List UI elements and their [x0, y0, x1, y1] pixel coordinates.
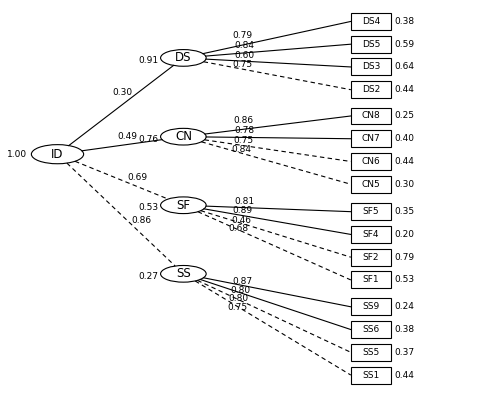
- Text: 0.76: 0.76: [138, 135, 158, 144]
- Text: SS1: SS1: [362, 371, 380, 380]
- Text: 0.89: 0.89: [233, 206, 253, 215]
- FancyBboxPatch shape: [351, 176, 391, 193]
- Text: 0.40: 0.40: [394, 134, 414, 143]
- Text: 0.86: 0.86: [234, 116, 254, 125]
- Text: DS2: DS2: [362, 85, 380, 94]
- Text: 0.25: 0.25: [394, 112, 414, 121]
- Text: SF2: SF2: [363, 253, 380, 262]
- Text: 0.75: 0.75: [227, 303, 248, 312]
- FancyBboxPatch shape: [351, 321, 391, 338]
- FancyBboxPatch shape: [351, 249, 391, 266]
- Text: CN8: CN8: [362, 112, 380, 121]
- Text: 0.69: 0.69: [128, 173, 148, 182]
- Text: 0.37: 0.37: [394, 348, 414, 357]
- Text: 0.44: 0.44: [394, 85, 414, 94]
- Text: 0.87: 0.87: [232, 277, 252, 286]
- Text: 0.35: 0.35: [394, 207, 414, 216]
- Text: 0.75: 0.75: [233, 136, 254, 145]
- FancyBboxPatch shape: [351, 130, 391, 147]
- FancyBboxPatch shape: [351, 203, 391, 220]
- Text: 1.00: 1.00: [6, 150, 26, 159]
- FancyBboxPatch shape: [351, 108, 391, 125]
- Text: 0.60: 0.60: [234, 51, 254, 59]
- Text: 0.30: 0.30: [112, 88, 132, 97]
- Text: 0.30: 0.30: [394, 180, 414, 189]
- Text: SF5: SF5: [362, 207, 380, 216]
- Text: 0.86: 0.86: [132, 217, 152, 226]
- Text: 0.79: 0.79: [394, 253, 414, 262]
- Text: 0.75: 0.75: [232, 60, 253, 69]
- Text: SF: SF: [176, 199, 190, 212]
- Text: CN6: CN6: [362, 157, 380, 166]
- FancyBboxPatch shape: [351, 81, 391, 98]
- FancyBboxPatch shape: [351, 59, 391, 75]
- Text: SS6: SS6: [362, 325, 380, 334]
- Text: 0.49: 0.49: [118, 132, 138, 141]
- Text: DS3: DS3: [362, 62, 380, 72]
- Text: 0.27: 0.27: [138, 272, 158, 281]
- Text: 0.81: 0.81: [234, 197, 254, 206]
- FancyBboxPatch shape: [351, 298, 391, 315]
- Text: 0.44: 0.44: [394, 371, 414, 380]
- Text: 0.64: 0.64: [394, 62, 414, 72]
- Text: ID: ID: [52, 148, 64, 161]
- Text: 0.80: 0.80: [230, 286, 250, 295]
- Text: 0.68: 0.68: [229, 224, 249, 233]
- Text: DS5: DS5: [362, 40, 380, 49]
- Text: SS9: SS9: [362, 302, 380, 311]
- FancyBboxPatch shape: [351, 272, 391, 288]
- Text: 0.84: 0.84: [234, 40, 254, 50]
- Text: 0.38: 0.38: [394, 325, 414, 334]
- Text: 0.59: 0.59: [394, 40, 414, 49]
- FancyBboxPatch shape: [351, 13, 391, 30]
- Text: 0.91: 0.91: [138, 56, 158, 65]
- Text: 0.79: 0.79: [232, 31, 252, 40]
- Text: 0.78: 0.78: [234, 126, 255, 135]
- FancyBboxPatch shape: [351, 226, 391, 243]
- Text: 0.46: 0.46: [231, 216, 251, 225]
- FancyBboxPatch shape: [351, 36, 391, 53]
- Text: 0.80: 0.80: [228, 294, 248, 303]
- Text: CN: CN: [175, 130, 192, 143]
- Text: 0.20: 0.20: [394, 230, 414, 239]
- Text: 0.84: 0.84: [232, 145, 252, 154]
- Text: CN5: CN5: [362, 180, 380, 189]
- Text: 0.38: 0.38: [394, 17, 414, 26]
- FancyBboxPatch shape: [351, 153, 391, 170]
- Text: 0.44: 0.44: [394, 157, 414, 166]
- FancyBboxPatch shape: [351, 367, 391, 384]
- Text: SS5: SS5: [362, 348, 380, 357]
- Text: 0.24: 0.24: [394, 302, 414, 311]
- Text: SS: SS: [176, 267, 191, 280]
- Text: DS4: DS4: [362, 17, 380, 26]
- Text: SF4: SF4: [363, 230, 380, 239]
- FancyBboxPatch shape: [351, 344, 391, 361]
- Text: SF1: SF1: [362, 275, 380, 285]
- Text: CN7: CN7: [362, 134, 380, 143]
- Text: 0.53: 0.53: [394, 275, 414, 285]
- Text: 0.53: 0.53: [138, 203, 158, 212]
- Text: DS: DS: [175, 51, 192, 64]
